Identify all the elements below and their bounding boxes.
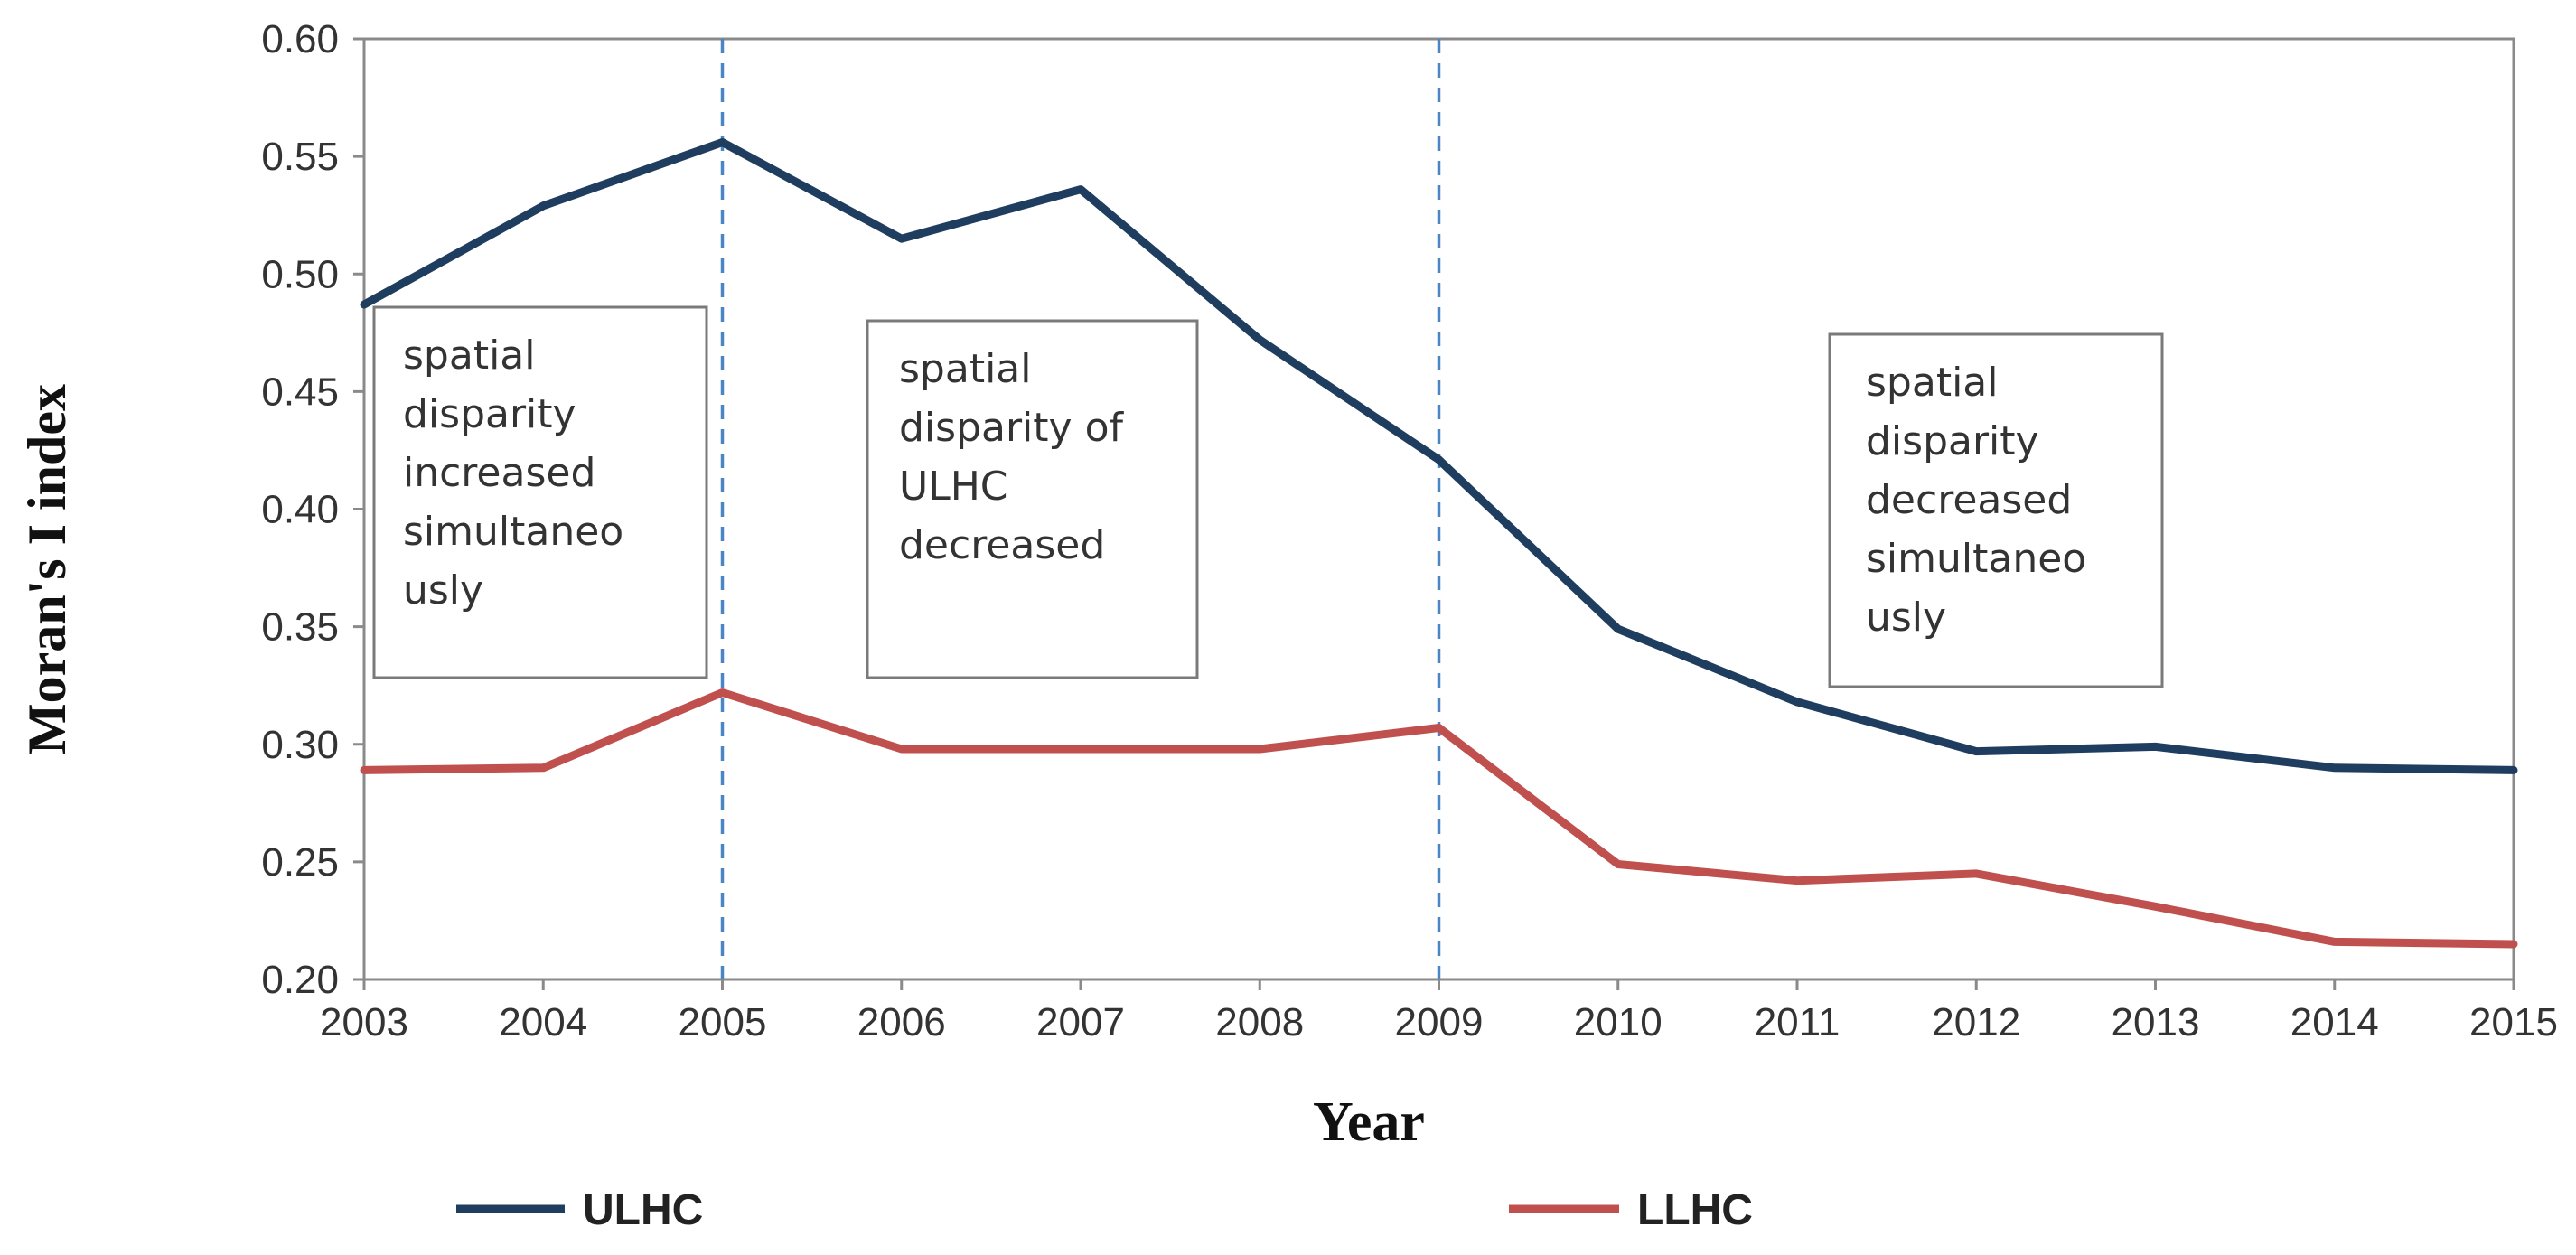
annotation-text-line: decreased bbox=[899, 522, 1105, 568]
annotation-text-line: disparity of bbox=[899, 405, 1124, 451]
annotation-text-line: spatial bbox=[1866, 360, 1998, 406]
annotation-text-line: usly bbox=[403, 567, 483, 613]
y-tick-label: 0.40 bbox=[261, 488, 339, 532]
annotation-box bbox=[866, 319, 1199, 679]
x-tick-label: 2004 bbox=[499, 1000, 587, 1044]
x-axis-title: Year bbox=[1313, 1091, 1425, 1153]
y-tick-label: 0.55 bbox=[261, 135, 339, 179]
annotation-text-line: disparity bbox=[403, 391, 576, 437]
x-tick-label: 2007 bbox=[1036, 1000, 1125, 1044]
x-tick-label: 2003 bbox=[320, 1000, 408, 1044]
legend-label-llhc: LLHC bbox=[1637, 1186, 1753, 1234]
y-tick-label: 0.20 bbox=[261, 958, 339, 1002]
annotation-text-line: ULHC bbox=[899, 464, 1008, 510]
x-tick-label: 2008 bbox=[1215, 1000, 1304, 1044]
x-tick-label: 2014 bbox=[2290, 1000, 2379, 1044]
annotation-box bbox=[1828, 332, 2164, 688]
x-tick-label: 2013 bbox=[2112, 1000, 2200, 1044]
x-tick-label: 2006 bbox=[857, 1000, 946, 1044]
legend-label-ulhc: ULHC bbox=[583, 1186, 703, 1234]
series-line-llhc bbox=[360, 688, 2518, 949]
annotation-box bbox=[372, 305, 708, 679]
annotation-text-line: simultaneo bbox=[403, 509, 623, 555]
annotation-text-line: usly bbox=[1866, 595, 1946, 641]
x-tick-label: 2012 bbox=[1932, 1000, 2020, 1044]
annotation-text-line: simultaneo bbox=[1866, 536, 2086, 582]
x-tick-label: 2011 bbox=[1755, 1000, 1841, 1044]
y-axis-title: Moran's I index bbox=[17, 384, 77, 754]
y-tick-label: 0.45 bbox=[261, 370, 339, 414]
annotation-text-line: spatial bbox=[403, 332, 535, 379]
annotation-text-line: disparity bbox=[1866, 418, 2039, 464]
annotation-text-line: decreased bbox=[1866, 477, 2072, 523]
x-tick-label: 2005 bbox=[679, 1000, 767, 1044]
y-tick-label: 0.50 bbox=[261, 252, 339, 296]
y-tick-label: 0.25 bbox=[261, 840, 339, 885]
series-line-ulhc bbox=[360, 138, 2518, 774]
annotation-text-line: spatial bbox=[899, 346, 1031, 392]
x-tick-label: 2009 bbox=[1395, 1000, 1484, 1044]
annotation-text-line: increased bbox=[403, 450, 595, 496]
x-tick-label: 2015 bbox=[2469, 1000, 2558, 1044]
y-tick-label: 0.30 bbox=[261, 723, 339, 767]
y-tick-label: 0.35 bbox=[261, 605, 339, 650]
y-tick-label: 0.60 bbox=[261, 17, 339, 61]
x-tick-label: 2010 bbox=[1574, 1000, 1663, 1044]
